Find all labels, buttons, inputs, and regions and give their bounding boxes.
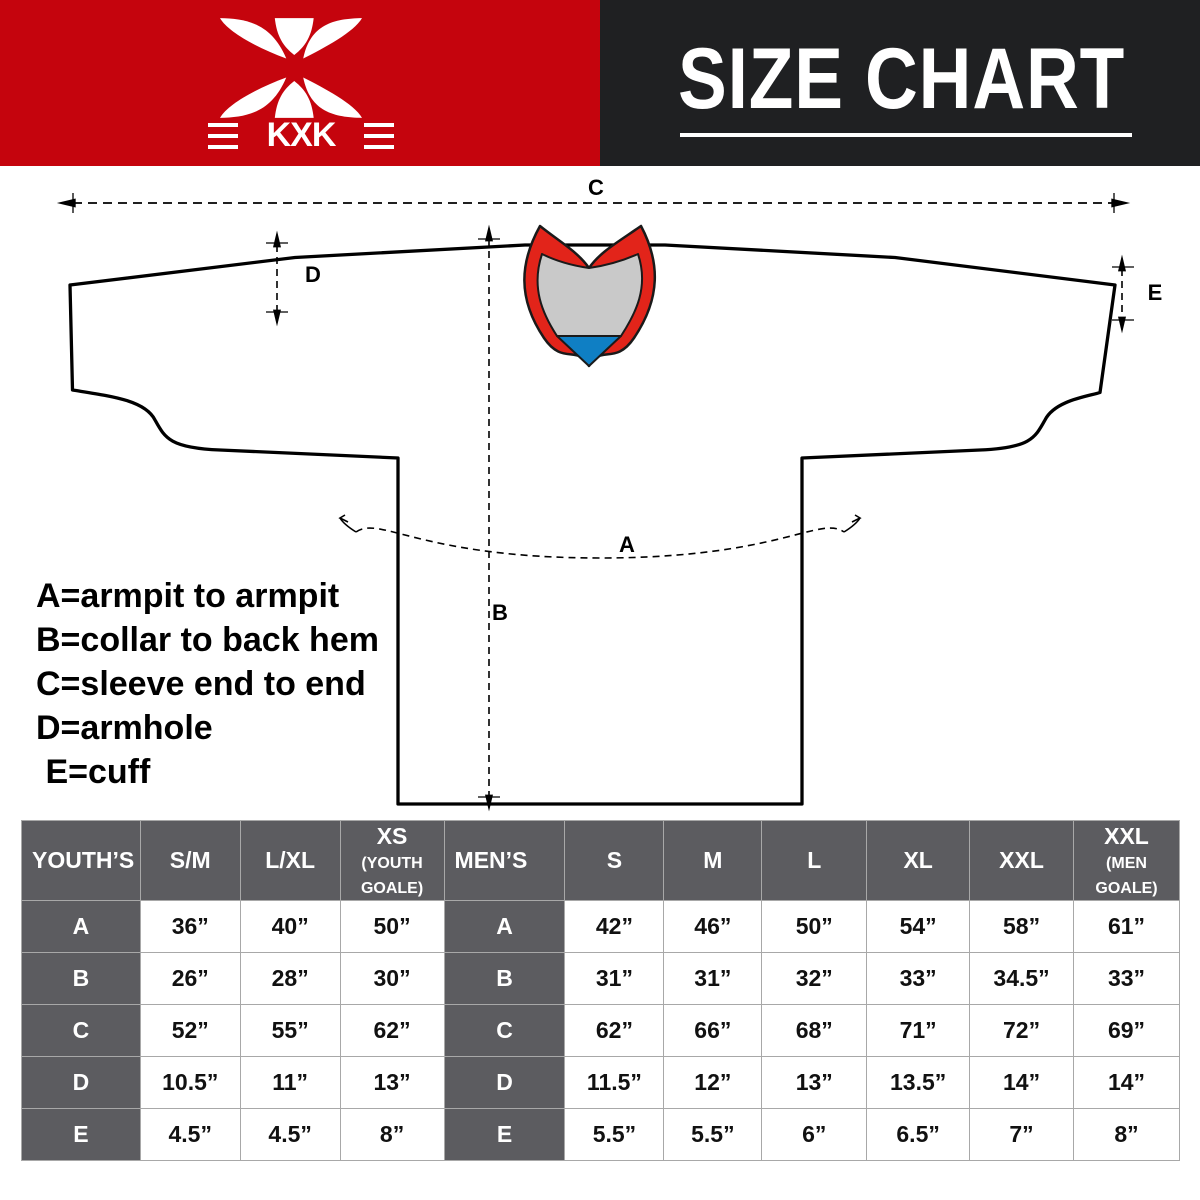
svg-text:KXK: KXK	[267, 121, 337, 151]
svg-text:E: E	[1148, 280, 1163, 305]
svg-text:A: A	[619, 532, 635, 557]
svg-text:B: B	[492, 600, 508, 625]
svg-text:D: D	[305, 262, 321, 287]
svg-text:C: C	[588, 175, 604, 200]
